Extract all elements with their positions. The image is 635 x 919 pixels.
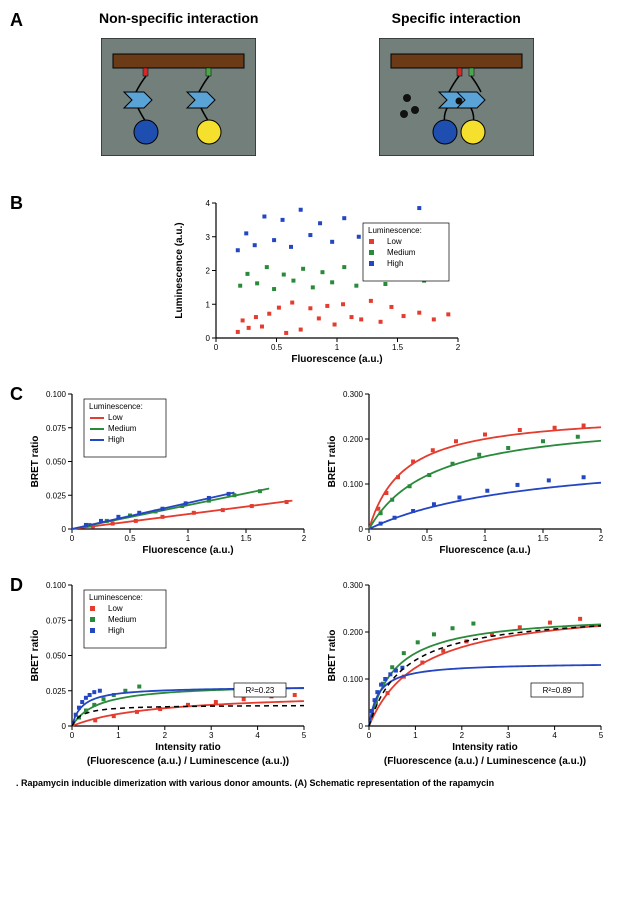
svg-text:0: 0 [70,731,75,740]
svg-text:1: 1 [116,731,121,740]
svg-text:2: 2 [460,731,465,740]
svg-text:0.075: 0.075 [46,616,67,625]
diagram-nonspecific: Non-specific interaction [64,10,294,156]
svg-text:Low: Low [108,604,123,613]
svg-text:0.100: 0.100 [46,390,67,399]
nonspecific-svg [101,38,256,156]
svg-text:0.050: 0.050 [46,458,67,467]
svg-text:2: 2 [455,343,460,352]
svg-text:0.100: 0.100 [343,480,364,489]
svg-text:BRET ratio: BRET ratio [30,630,41,682]
svg-text:0: 0 [205,334,210,343]
svg-text:0: 0 [359,722,364,731]
svg-text:BRET ratio: BRET ratio [327,630,338,682]
panel-d-right-chart: 0 1 2 3 4 5 0 0.100 0.200 0.300 Intensity ratio (Fl… [321,575,611,770]
panel-c-left-chart: 0 0.5 1 1.5 2 0 0.025 0.050 0.075 0.100 Fluorescen… [24,384,314,559]
svg-text:(Fluorescence (a.u.) / Lumines: (Fluorescence (a.u.) / Luminescence (a.u… [384,756,586,767]
svg-text:0: 0 [61,525,66,534]
svg-text:5: 5 [599,731,604,740]
svg-text:1: 1 [205,300,210,309]
svg-text:3: 3 [506,731,511,740]
panel-c-right-chart: 0 0.5 1 1.5 2 0 0.100 0.200 0.300 Fluorescence (a… [321,384,611,559]
svg-text:1: 1 [334,343,339,352]
svg-text:1: 1 [483,534,488,543]
specific-title: Specific interaction [341,10,571,26]
svg-text:Medium: Medium [387,248,416,257]
svg-text:Luminescence:: Luminescence: [89,593,143,602]
panel-b: B 0 0.5 1 1.5 2 0 1 2 3 4 Fluorescence (a.u.) Lumin… [10,193,625,368]
svg-text:Fluorescence (a.u.): Fluorescence (a.u.) [291,354,382,365]
svg-text:5: 5 [302,731,307,740]
svg-text:0.300: 0.300 [343,390,364,399]
svg-text:2: 2 [302,534,307,543]
svg-text:0.025: 0.025 [46,491,67,500]
svg-text:2: 2 [599,534,604,543]
svg-text:Luminescence (a.u.): Luminescence (a.u.) [174,222,185,318]
svg-text:0.300: 0.300 [343,581,364,590]
svg-text:0.200: 0.200 [343,435,364,444]
svg-text:R²=0.89: R²=0.89 [543,686,572,695]
panel-d-label: D [10,575,23,596]
diagram-specific: Specific interaction [341,10,571,156]
svg-text:1.5: 1.5 [240,534,252,543]
svg-text:Low: Low [108,413,123,422]
figure: A Non-specific interaction Specific inte… [10,10,625,788]
svg-text:0: 0 [70,534,75,543]
svg-text:0.5: 0.5 [270,343,282,352]
svg-text:BRET ratio: BRET ratio [327,436,338,488]
svg-text:Medium: Medium [108,615,137,624]
svg-text:0.075: 0.075 [46,424,67,433]
svg-text:0: 0 [367,731,372,740]
svg-text:High: High [108,626,124,635]
svg-text:1: 1 [413,731,418,740]
svg-text:0.5: 0.5 [422,534,434,543]
svg-text:4: 4 [553,731,558,740]
specific-svg [379,38,534,156]
svg-text:3: 3 [209,731,214,740]
panel-d: D 0 1 2 3 4 5 0 0.025 0.050 0.075 0.100 Intensity r… [10,575,625,770]
svg-text:2: 2 [205,267,210,276]
svg-text:0: 0 [213,343,218,352]
svg-text:(Fluorescence (a.u.) / Lumines: (Fluorescence (a.u.) / Luminescence (a.u… [87,756,289,767]
svg-text:Luminescence:: Luminescence: [89,402,143,411]
svg-text:1: 1 [186,534,191,543]
svg-text:1.5: 1.5 [538,534,550,543]
nonspecific-title: Non-specific interaction [64,10,294,26]
panel-d-left-chart: 0 1 2 3 4 5 0 0.025 0.050 0.075 0.100 Intensity rat… [24,575,314,770]
svg-text:0: 0 [367,534,372,543]
panel-a-label: A [10,10,23,31]
svg-text:Medium: Medium [108,424,137,433]
svg-text:0.200: 0.200 [343,628,364,637]
panel-b-label: B [10,193,23,214]
svg-text:0.5: 0.5 [124,534,136,543]
svg-text:0: 0 [359,525,364,534]
svg-text:0: 0 [61,722,66,731]
svg-text:Fluorescence (a.u.): Fluorescence (a.u.) [142,545,233,556]
panel-c: C 0 0.5 1 1.5 2 0 0.025 0.050 0.075 0.100 Fluoresc… [10,384,625,559]
svg-text:2: 2 [162,731,167,740]
svg-text:4: 4 [255,731,260,740]
svg-text:High: High [387,259,403,268]
svg-text:3: 3 [205,233,210,242]
svg-text:0.050: 0.050 [46,652,67,661]
svg-text:Fluorescence (a.u.): Fluorescence (a.u.) [440,545,531,556]
svg-text:BRET ratio: BRET ratio [30,436,41,488]
panel-b-chart: 0 0.5 1 1.5 2 0 1 2 3 4 Fluorescence (a.u.) Lumines… [168,193,468,368]
panel-a: A Non-specific interaction Specific inte… [10,10,625,175]
svg-text:0.025: 0.025 [46,687,67,696]
svg-text:0.100: 0.100 [343,675,364,684]
svg-text:1.5: 1.5 [391,343,403,352]
svg-text:High: High [108,435,124,444]
svg-text:0.100: 0.100 [46,581,67,590]
svg-text:Low: Low [387,237,402,246]
svg-text:4: 4 [205,199,210,208]
figure-caption: . Rapamycin inducible dimerization with … [10,778,625,788]
svg-text:Intensity ratio: Intensity ratio [155,742,221,753]
svg-text:Intensity ratio: Intensity ratio [452,742,518,753]
svg-text:Luminescence:: Luminescence: [368,226,422,235]
svg-text:R²=0.23: R²=0.23 [245,686,274,695]
panel-c-label: C [10,384,23,405]
